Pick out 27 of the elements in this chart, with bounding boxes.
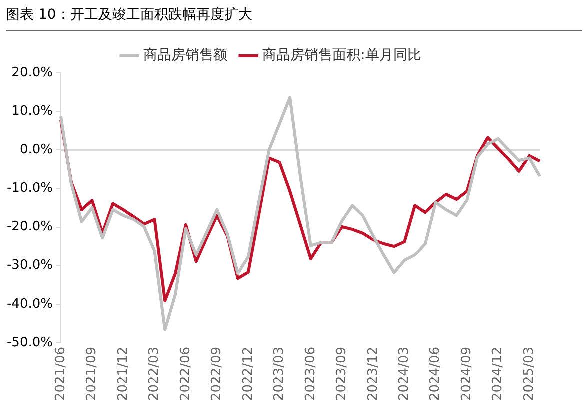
- x-tick-label: 2024/12: [490, 346, 506, 402]
- y-tick-label: 20.0%: [12, 65, 53, 80]
- x-tick-label: 2021/12: [116, 346, 131, 402]
- x-tick-label: 2023/06: [303, 346, 318, 402]
- y-tick-label: 10.0%: [12, 104, 53, 119]
- y-tick-label: -20.0%: [6, 220, 53, 235]
- legend-label: 商品房销售面积:单月同比: [262, 48, 422, 64]
- y-tick-label: -50.0%: [6, 335, 53, 350]
- chart-title: 图表 10：开工及竣工面积跌幅再度扩大: [6, 0, 582, 31]
- x-tick-label: 2023/12: [366, 346, 381, 402]
- x-tick-label: 2023/09: [334, 346, 350, 402]
- y-tick-label: -30.0%: [6, 258, 53, 274]
- y-tick-label: -40.0%: [6, 296, 53, 312]
- x-tick-label: 2024/06: [428, 346, 444, 402]
- x-tick-label: 2023/03: [272, 346, 288, 402]
- x-tick-label: 2022/12: [240, 346, 256, 402]
- x-tick-label: 2021/06: [53, 346, 68, 402]
- x-tick-label: 2021/09: [84, 346, 100, 402]
- x-tick-label: 2024/09: [459, 346, 474, 402]
- x-tick-label: 2022/03: [147, 346, 162, 402]
- x-tick-label: 2022/06: [178, 346, 194, 402]
- y-tick-label: 0.0%: [20, 142, 53, 158]
- x-tick-label: 2025/03: [522, 346, 537, 402]
- y-tick-label: -10.0%: [6, 181, 53, 196]
- legend-label: 商品房销售额: [144, 48, 228, 64]
- x-tick-label: 2022/09: [210, 346, 225, 402]
- x-tick-label: 2024/03: [397, 346, 412, 402]
